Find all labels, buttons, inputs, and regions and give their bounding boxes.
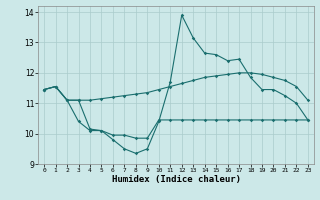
X-axis label: Humidex (Indice chaleur): Humidex (Indice chaleur) (111, 175, 241, 184)
